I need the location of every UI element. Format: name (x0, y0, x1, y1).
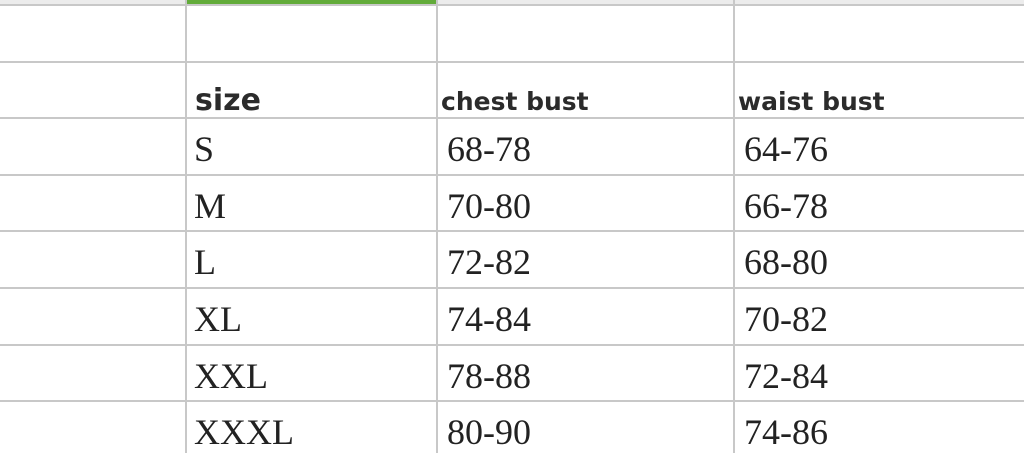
waist-bust-cell[interactable]: 64-76 (744, 129, 828, 169)
header-cell[interactable]: size (195, 83, 261, 118)
size-cell[interactable]: XXXL (194, 412, 294, 452)
header-cell[interactable]: waist bust (738, 87, 885, 116)
chest-bust-cell[interactable]: 70-80 (447, 186, 531, 226)
row-gridline (0, 400, 1024, 402)
row-gridline (0, 174, 1024, 176)
size-cell[interactable]: M (194, 186, 227, 226)
size-cell[interactable]: XXL (194, 356, 268, 396)
waist-bust-cell[interactable]: 74-86 (744, 412, 828, 452)
size-cell[interactable]: L (194, 242, 216, 282)
header-cell[interactable]: chest bust (441, 87, 589, 116)
chest-bust-cell[interactable]: 80-90 (447, 412, 531, 452)
row-gridline (0, 230, 1024, 232)
waist-bust-cell[interactable]: 72-84 (744, 356, 828, 396)
column-gridline (436, 0, 438, 453)
row-gridline (0, 61, 1024, 63)
row-gridline (0, 344, 1024, 346)
waist-bust-cell[interactable]: 70-82 (744, 299, 828, 339)
waist-bust-cell[interactable]: 68-80 (744, 242, 828, 282)
column-gridline (185, 0, 187, 453)
waist-bust-cell[interactable]: 66-78 (744, 186, 828, 226)
chest-bust-cell[interactable]: 72-82 (447, 242, 531, 282)
chest-bust-cell[interactable]: 74-84 (447, 299, 531, 339)
size-cell[interactable]: XL (194, 299, 242, 339)
row-gridline (0, 4, 1024, 6)
row-gridline (0, 287, 1024, 289)
column-gridline (733, 0, 735, 453)
chest-bust-cell[interactable]: 68-78 (447, 129, 531, 169)
chest-bust-cell[interactable]: 78-88 (447, 356, 531, 396)
row-gridline (0, 117, 1024, 119)
sheet-top-edge (0, 0, 1024, 5)
size-cell[interactable]: S (194, 129, 215, 169)
column-selection-indicator (187, 0, 438, 6)
